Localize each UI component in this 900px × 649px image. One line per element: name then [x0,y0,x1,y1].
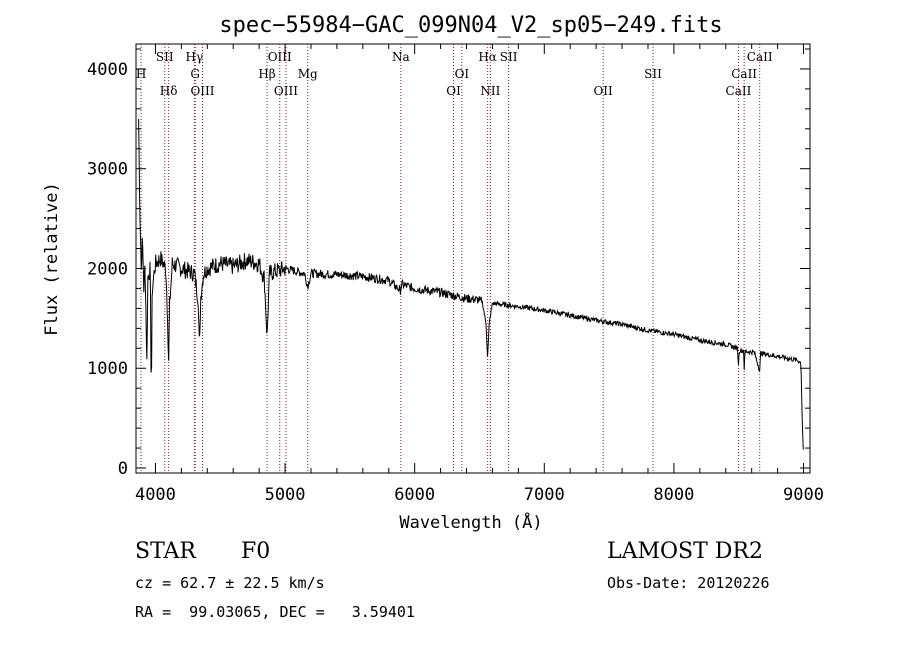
coordinates: RA = 99.03065, DEC = 3.59401 [135,603,415,621]
line-marker-label: Hβ [258,67,275,81]
line-marker-label: Hγ [186,50,204,64]
x-tick-label: 8000 [653,485,694,505]
line-marker-label: SII [644,67,662,81]
y-tick-label: 4000 [87,60,128,80]
line-marker-label: OI [446,84,461,98]
line-marker-label: H [136,67,146,81]
y-tick-label: 1000 [87,359,128,379]
y-tick-label: 3000 [87,160,128,180]
y-axis-label: Flux (relative) [42,182,62,336]
obs-date: Obs-Date: 20120226 [607,574,770,592]
line-marker-label: CaII [747,50,773,64]
line-marker-label: OI [455,67,470,81]
line-marker-label: Hδ [160,84,178,98]
x-tick-label: 6000 [394,485,435,505]
line-marker-label: OII [593,84,613,98]
line-marker-label: Mg [298,67,318,81]
line-marker-label: Na [392,50,410,64]
line-marker-label: OIII [190,84,214,98]
x-tick-label: 4000 [135,485,176,505]
line-marker-label: CaII [731,67,757,81]
line-marker-label: OIII [274,84,298,98]
x-tick-label: 7000 [524,485,565,505]
x-tick-label: 9000 [783,485,824,505]
line-marker-label: SII [156,50,174,64]
line-marker-label: NII [480,84,500,98]
line-marker-label: SII [500,50,518,64]
x-tick-label: 5000 [265,485,306,505]
redshift-cz: cz = 62.7 ± 22.5 km/s [135,574,325,592]
line-marker-label: OIII [268,50,292,64]
y-tick-label: 0 [118,459,128,479]
chart-title: spec−55984−GAC_099N04_V2_sp05−249.fits [219,13,722,38]
axis-ticks: 4000 5000 6000 7000 8000 9000 0 1000 2000 3000 400… [87,44,824,505]
plot-frame [135,43,811,474]
y-tick-label: 2000 [87,259,128,279]
line-marker-label: G [190,67,200,81]
object-class: STAR [135,539,196,564]
line-marker-label: CaII [726,84,752,98]
line-marker-label: Hα [478,50,497,64]
x-axis-label: Wavelength (Å) [399,511,542,533]
object-subclass: F0 [241,539,271,564]
spectrum-line [138,118,804,450]
survey-name: LAMOST DR2 [607,539,763,564]
